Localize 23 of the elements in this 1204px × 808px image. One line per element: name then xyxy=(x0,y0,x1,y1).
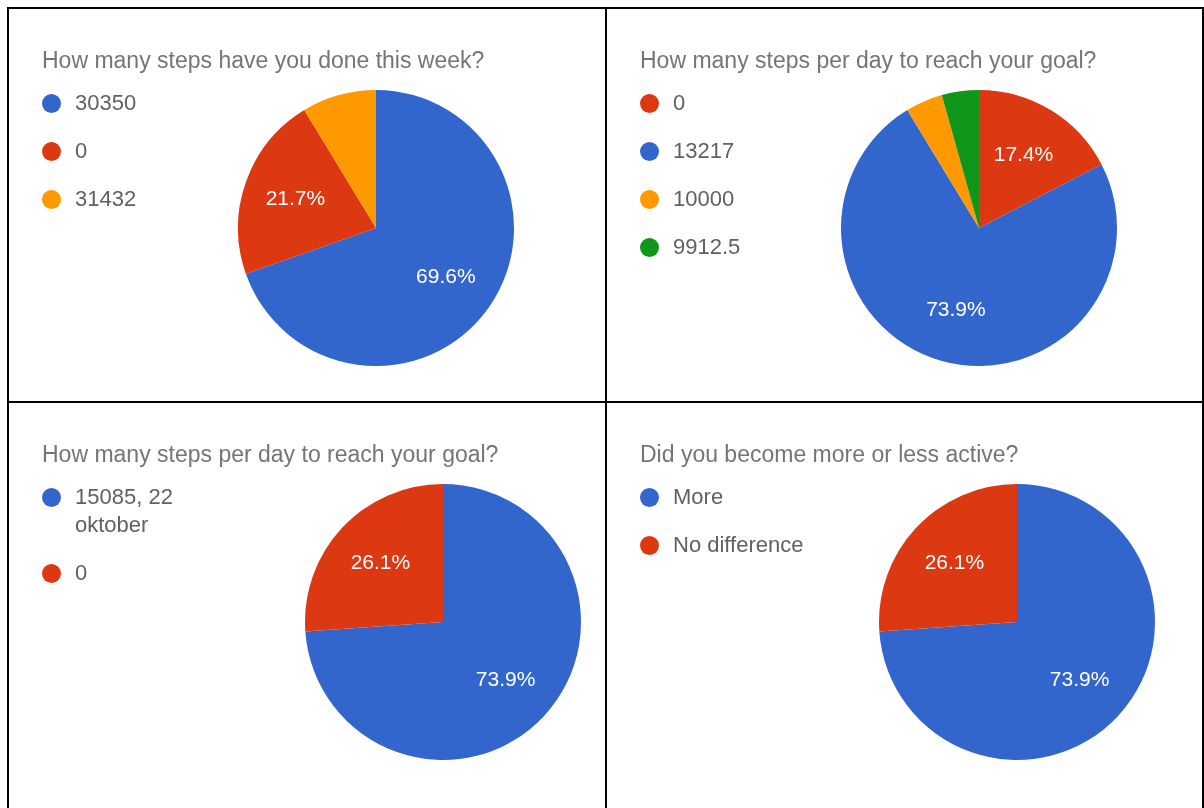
data-label: 21.7% xyxy=(265,186,326,210)
chart-title: Did you become more or less active? xyxy=(640,441,1019,468)
legend-label: 30350 xyxy=(75,89,137,117)
legend-label: 10000 xyxy=(673,185,735,213)
legend-label: 13217 xyxy=(673,137,735,165)
legend-label: No difference xyxy=(673,531,804,559)
legend-label: 0 xyxy=(75,137,88,165)
legend-label: More xyxy=(673,483,724,511)
data-label: 73.9% xyxy=(1049,667,1110,691)
data-label: 69.6% xyxy=(416,264,476,288)
legend-label: 0 xyxy=(673,89,686,117)
data-label: 26.1% xyxy=(350,550,411,574)
chart-title: How many steps per day to reach your goal? xyxy=(42,441,499,468)
chart-title: How many steps have you done this week? xyxy=(42,47,485,74)
legend-label: 15085, 22 oktober xyxy=(75,483,174,539)
data-label: 73.9% xyxy=(475,667,536,691)
chart-title: How many steps per day to reach your goal? xyxy=(640,47,1097,74)
legend-label: 9912.5 xyxy=(673,233,741,261)
data-label: 73.9% xyxy=(926,297,986,321)
data-label: 17.4% xyxy=(993,141,1054,165)
legend-label: 0 xyxy=(75,559,88,587)
legend-label: 31432 xyxy=(75,185,137,213)
data-label: 26.1% xyxy=(924,550,985,574)
